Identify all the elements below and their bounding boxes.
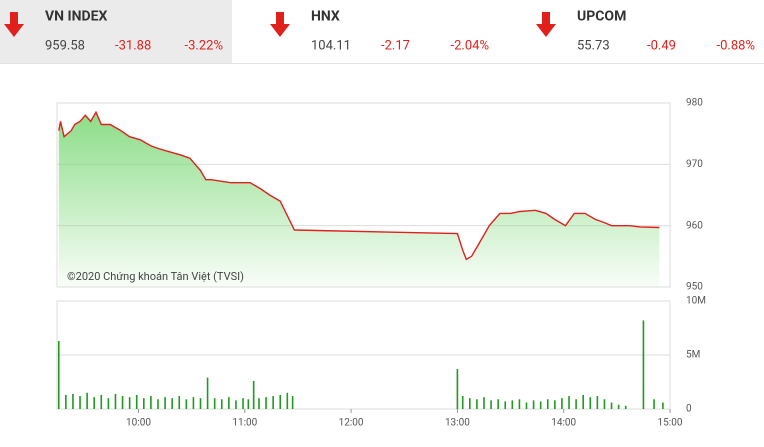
x-tick-label: 14:00	[551, 418, 576, 429]
volume-bar	[114, 393, 117, 409]
x-tick-label: 12:00	[339, 418, 364, 429]
area	[58, 112, 660, 287]
volume-bar	[93, 397, 96, 409]
volume-bar	[143, 398, 145, 409]
volume-bar	[79, 396, 81, 409]
volume-bar	[213, 398, 216, 409]
x-tick-label: 10:00	[126, 418, 151, 429]
volume-bar	[265, 397, 267, 409]
volume-bar	[235, 400, 237, 409]
watermark: ©2020 Chứng khoán Tân Việt (TVSI)	[67, 270, 244, 283]
volume-bar	[575, 399, 577, 409]
volume-bar	[247, 399, 250, 409]
volume-bar	[164, 397, 166, 409]
volume-bar	[242, 398, 244, 409]
index-name: HNX	[311, 9, 340, 25]
volume-bar	[220, 399, 223, 409]
volume-bar	[135, 394, 138, 409]
index-change: -31.88	[115, 38, 151, 53]
index-percent: -2.04%	[451, 38, 489, 53]
volume-bar	[128, 397, 131, 409]
volume-bar	[568, 396, 570, 409]
y-tick-label: 10M	[686, 296, 706, 307]
y-tick-label: 950	[686, 282, 703, 293]
volume-bar	[258, 398, 260, 409]
volume-bar	[228, 397, 230, 409]
index-percent: -3.22%	[185, 38, 223, 53]
volume-bar	[497, 399, 499, 409]
volume-bar	[185, 399, 188, 409]
volume-bar	[199, 398, 202, 409]
volume-bar	[476, 399, 478, 409]
down-arrow	[536, 12, 556, 37]
volume-bar	[603, 399, 606, 409]
index-change: -0.49	[647, 38, 676, 53]
down-arrow	[4, 12, 24, 37]
volume-bar	[653, 399, 655, 409]
volume-bar	[589, 397, 592, 409]
price-line	[58, 110, 660, 261]
volume-bar	[461, 396, 464, 409]
volume-bar	[561, 398, 563, 409]
volume-bar	[192, 397, 195, 409]
index-price: 55.73	[577, 38, 610, 53]
volume-bar	[582, 394, 584, 409]
volume-bar	[291, 396, 294, 409]
volume-bar	[490, 400, 492, 409]
volume-bar	[279, 394, 282, 409]
index-price: 104.11	[311, 38, 351, 53]
volume-bar	[610, 402, 613, 409]
index-price: 959.58	[45, 38, 85, 53]
y-tick-label: 0	[686, 404, 692, 415]
x-tick-label: 13:00	[445, 418, 470, 429]
volume-bar	[72, 393, 74, 409]
volume-bar	[107, 398, 110, 409]
volume-bar	[469, 398, 471, 409]
y-tick-label: 980	[686, 98, 703, 109]
volume-bar	[539, 401, 542, 409]
index-name: VN INDEX	[45, 9, 107, 25]
volume-bar	[150, 396, 152, 409]
volume-bar	[171, 398, 173, 409]
index-name: UPCOM	[577, 9, 626, 25]
volume-bar	[206, 377, 209, 409]
volume-bar	[483, 397, 485, 409]
volume-bar	[504, 401, 507, 409]
volume-bar	[65, 394, 67, 409]
volume-bar	[532, 400, 535, 409]
x-tick-label: 11:00	[232, 418, 257, 429]
active-tab	[0, 0, 232, 63]
volume-bar	[57, 340, 60, 409]
volume-bar	[642, 320, 645, 409]
y-tick-label: 960	[686, 220, 703, 231]
volume-bar	[100, 394, 103, 409]
y-tick-label: 5M	[686, 350, 700, 361]
index-change: -2.17	[381, 38, 410, 53]
volume-bar	[596, 396, 599, 409]
volume-bar	[546, 399, 549, 409]
volume-bar	[624, 405, 627, 409]
volume-bar	[178, 396, 181, 409]
volume-bar	[511, 400, 514, 409]
volume-bar	[121, 396, 124, 409]
x-tick-label: 15:00	[658, 418, 683, 429]
volume-bar	[518, 399, 521, 409]
volume-bar	[86, 392, 88, 409]
volume-bar	[662, 402, 664, 409]
y-tick-label: 970	[686, 159, 703, 170]
volume-bar	[617, 404, 620, 409]
volume-bar	[157, 399, 159, 409]
volume-bar	[525, 402, 528, 409]
volume-bar	[272, 396, 274, 409]
volume-bar	[554, 400, 556, 409]
volume-bar	[456, 369, 459, 409]
volume-bar	[286, 392, 289, 409]
down-arrow	[270, 12, 290, 37]
volume-bar	[252, 380, 255, 409]
index-percent: -0.88%	[717, 38, 755, 53]
